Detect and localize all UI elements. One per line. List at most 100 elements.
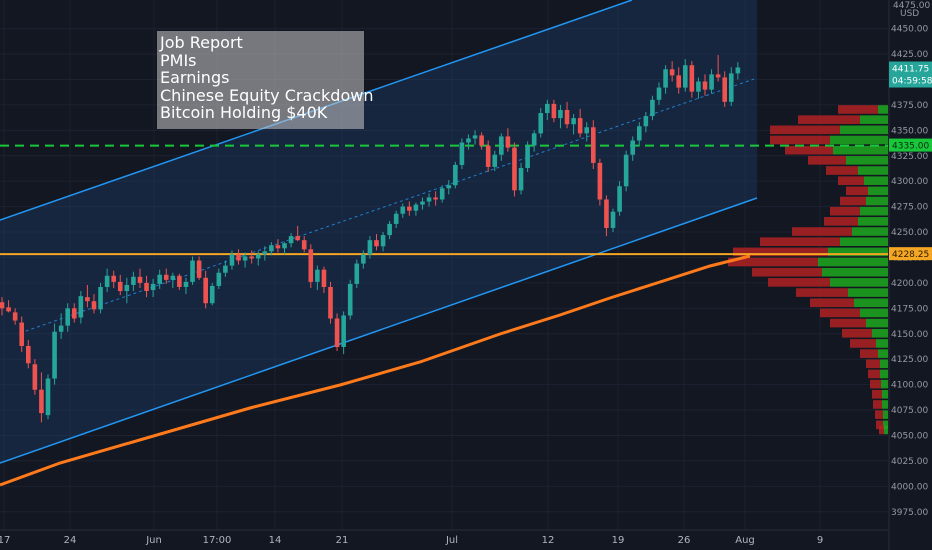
volume-profile-bar-down (792, 227, 852, 236)
candle-body (387, 223, 392, 236)
candle-body (78, 296, 84, 318)
time-tick-label: Aug (735, 535, 755, 546)
price-tick-label: 4350.00 (891, 126, 928, 136)
candle-body (328, 286, 333, 319)
candle-body (85, 297, 90, 302)
candle-body (163, 274, 169, 280)
candle-body (597, 162, 603, 200)
volume-profile-bar-down (830, 206, 860, 216)
channel-lower-line[interactable] (0, 197, 758, 464)
volume-profile-bar-down (810, 298, 854, 308)
price-tick-label: 4200.00 (891, 279, 928, 289)
candle-body (676, 75, 682, 88)
candle-body (236, 254, 241, 261)
volume-profile-bar-down (830, 318, 866, 328)
volume-profile-bar-down (850, 339, 876, 348)
time-tick-label: Jun (145, 535, 162, 546)
candle-body (282, 243, 287, 249)
time-tick-label: 9 (817, 535, 823, 546)
candle-body (531, 133, 537, 146)
candle-body (446, 185, 452, 189)
time-tick-label: 26 (678, 535, 691, 546)
time-tick-label: 17:00 (203, 535, 232, 546)
price-tick-label: 4125.00 (891, 355, 928, 365)
volume-profile-bar-up (852, 227, 888, 236)
volume-profile-bar-up (833, 145, 888, 155)
price-tick-label: 4375.00 (891, 101, 928, 111)
candle-body (643, 116, 649, 127)
price-tick-label: 4075.00 (891, 406, 928, 416)
candle-body (150, 283, 156, 291)
candle-body (499, 136, 504, 155)
volume-profile-bar-down (838, 105, 878, 114)
candle-body (485, 145, 491, 167)
price-tick-label: 4275.00 (891, 203, 928, 213)
candle-body (722, 77, 727, 102)
candle-body (505, 136, 511, 148)
candle-body (111, 275, 116, 282)
volume-profile-bar-up (866, 318, 888, 328)
candle-body (361, 254, 366, 264)
candle-body (0, 302, 5, 309)
candle-body (551, 103, 557, 119)
candle-body (183, 281, 189, 287)
volume-profile-bar-up (846, 156, 888, 165)
candle-body (269, 245, 274, 252)
price-tick-label: 4000.00 (891, 482, 928, 492)
last-price-bg (889, 61, 932, 88)
candle-body (518, 167, 524, 191)
volume-profile-bar-up (876, 339, 888, 348)
candle-body (433, 197, 438, 200)
moving-average-line (0, 254, 751, 487)
candle-body (190, 260, 195, 282)
volume-profile-bar-down (872, 389, 882, 399)
candle-body (58, 325, 64, 332)
candle-body (177, 275, 182, 287)
candle-body (229, 254, 235, 266)
volume-profile-bar-down (752, 267, 822, 277)
volume-profile-bar-down (866, 359, 880, 369)
time-axis[interactable]: 17 24 Jun 17:00 14 21 Jul 12 19 26 Aug 9 (0, 529, 888, 546)
candle-body (209, 285, 215, 304)
candle-body (65, 308, 70, 326)
candle-body (459, 142, 465, 165)
volume-profile-bar-up (884, 425, 888, 435)
candle-body (196, 260, 202, 278)
candle-body (466, 138, 471, 143)
candle-body (492, 154, 498, 167)
candle-body (426, 197, 432, 202)
candle-body (663, 69, 668, 88)
volume-profile-bar-up (830, 278, 888, 287)
price-tick-label: 4325.00 (891, 152, 928, 162)
volume-profile-bar-up (818, 257, 888, 267)
candle-body (545, 103, 550, 114)
candle-body (91, 301, 97, 310)
candle-body (656, 87, 662, 100)
candle-body (52, 331, 57, 379)
candle-body (650, 99, 655, 117)
candle-body (479, 135, 484, 146)
candle-body (137, 276, 143, 283)
volume-profile-bar-up (882, 389, 888, 399)
candle-body (354, 263, 360, 284)
volume-profile-bar-up (860, 308, 888, 318)
candle-body (400, 206, 406, 214)
candle-body (623, 154, 629, 187)
candle-body (393, 213, 399, 224)
volume-profile-bar-down (875, 410, 883, 419)
volume-profile-bar-down (846, 186, 868, 196)
volume-profile-bar-up (840, 237, 888, 247)
volume-profile-bar-up (880, 369, 888, 379)
volume-profile-bar-down (868, 369, 880, 379)
volume-profile-bar-down (842, 328, 872, 338)
candle-body (308, 249, 314, 282)
price-tick-label: 4175.00 (891, 304, 928, 314)
volume-profile-bar-down (733, 247, 828, 257)
volume-profile-bar-down (820, 308, 860, 318)
annotation-box[interactable]: Job Report PMIs Earnings Chinese Equity … (157, 31, 373, 129)
price-tick-label: 4100.00 (891, 381, 928, 391)
volume-profile-bar-down (860, 349, 878, 358)
last-price-label: 4411.75 (892, 65, 929, 75)
